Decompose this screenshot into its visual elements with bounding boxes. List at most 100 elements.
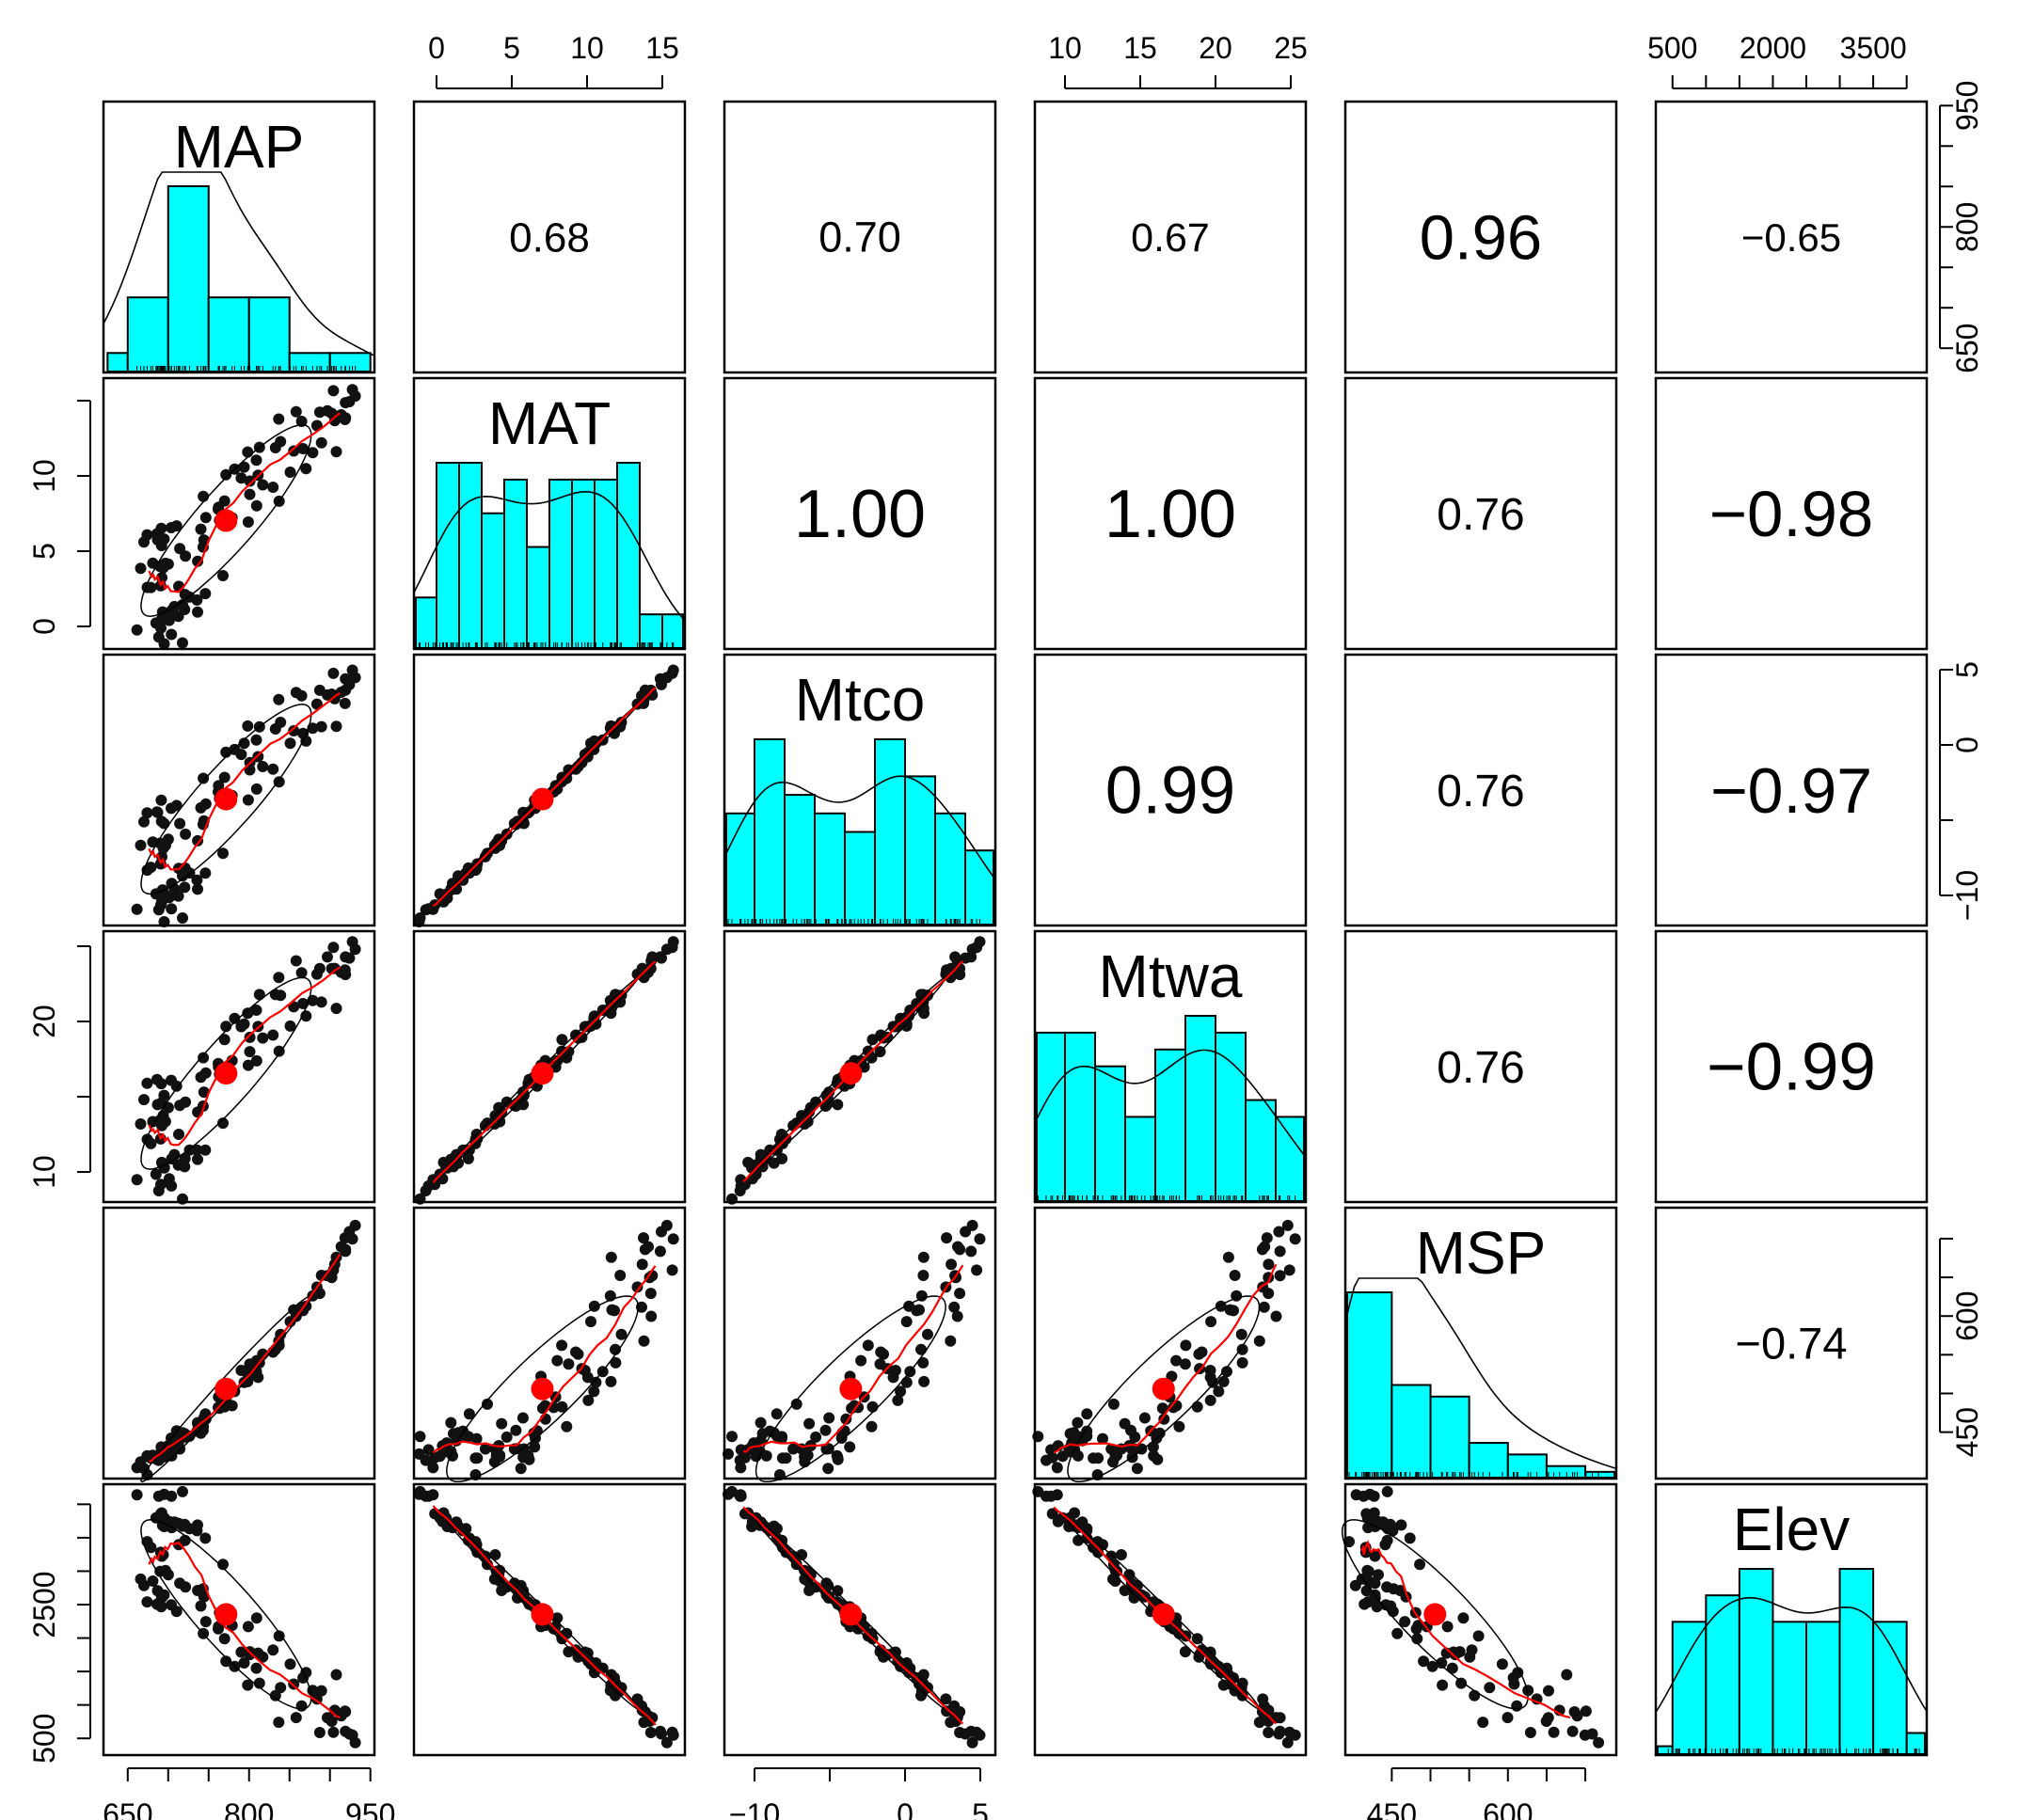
histogram-bar (1772, 1621, 1808, 1756)
scatter-point (1253, 1335, 1265, 1347)
panel-frame (1654, 1206, 1929, 1480)
scatter-point (131, 1489, 143, 1501)
scatter-point (479, 1443, 491, 1455)
tick-label: 0 (1950, 736, 1984, 753)
scatter-point (315, 1685, 327, 1697)
scatter-point (244, 475, 256, 487)
tick-label: 650 (103, 1797, 152, 1820)
histogram-bar (1390, 1384, 1432, 1479)
scatter-point (152, 1185, 165, 1196)
scatter-point (832, 1099, 844, 1111)
panel-frame (412, 100, 687, 374)
histogram-bar (526, 546, 550, 650)
scatter-point (322, 404, 333, 417)
tick-label: 25 (1274, 31, 1308, 65)
scatter-point (275, 717, 287, 728)
histogram-bar (247, 296, 291, 373)
correlation-ellipse (1067, 1295, 1261, 1483)
tick-label: 2000 (1740, 31, 1806, 65)
scatter-point (155, 794, 167, 806)
scatter-point (1125, 1424, 1136, 1436)
variable-label-map: MAP (174, 113, 305, 181)
scatter-point (131, 1174, 143, 1186)
scatter-point (1566, 1725, 1579, 1737)
tick-label: 800 (1950, 202, 1984, 252)
scatter-point (346, 384, 358, 396)
panel-mat-mtwa: 1.00 (1033, 376, 1308, 651)
panel-elev-mtco (723, 1482, 997, 1757)
scatter-point (878, 1032, 889, 1044)
variable-label-mtwa: Mtwa (1099, 942, 1243, 1010)
scatter-point (300, 1667, 312, 1679)
scatter-point (636, 1258, 648, 1271)
correlation-value: 1.00 (1104, 477, 1236, 552)
tick-label: 15 (1123, 31, 1157, 65)
histogram-bar (458, 462, 483, 649)
scatter-point (250, 454, 262, 467)
scatter-point (844, 1441, 856, 1453)
mean-point (215, 1062, 238, 1085)
panel-frame (412, 1482, 687, 1757)
density-curve (723, 775, 996, 880)
tick-label: 10 (1048, 31, 1082, 65)
histogram-bar (1154, 1048, 1186, 1203)
scatter-point (166, 878, 178, 890)
tick-label: −10 (1950, 870, 1984, 921)
mean-point (215, 1603, 238, 1626)
scatter-point (429, 1508, 441, 1520)
tick-label: 3500 (1840, 31, 1907, 65)
scatter-point (1123, 1569, 1136, 1581)
scatter-point (151, 533, 164, 546)
scatter-point (951, 1310, 963, 1322)
scatter-point (229, 1012, 241, 1024)
scatter-point (656, 952, 667, 964)
tick-label: 0 (897, 1797, 914, 1820)
scatter-point (297, 443, 310, 454)
scatter-point (941, 1232, 953, 1244)
scatter-point (462, 1152, 474, 1164)
scatter-point (138, 1094, 150, 1106)
scatter-point (776, 1152, 788, 1164)
scatter-point (1441, 1621, 1454, 1633)
scatter-point (1381, 1534, 1393, 1546)
panel-mtco-map (102, 653, 376, 927)
scatter-point (1543, 1685, 1554, 1697)
scatter-point (242, 516, 254, 528)
scatter-point (887, 1371, 899, 1384)
scatter-point (250, 499, 262, 512)
scatter-point (135, 562, 147, 575)
scatter-point (1170, 1354, 1183, 1367)
scatter-point (174, 1100, 186, 1112)
panel-frame (1654, 1482, 1929, 1757)
scatter-point (135, 1118, 147, 1130)
panel-frame (412, 653, 687, 927)
histogram-bar (964, 849, 994, 926)
scatter-point (267, 1644, 279, 1656)
scatter-point (1215, 1667, 1227, 1679)
panel-frame (412, 376, 687, 651)
mean-point (531, 1062, 554, 1085)
scatter-point (151, 1073, 163, 1085)
panel-mat-mat: MAT (412, 376, 687, 651)
scatter-point (174, 1443, 186, 1455)
scatter-point (1484, 1682, 1496, 1694)
scatter-point (551, 1354, 564, 1367)
histogram-bar (1245, 1099, 1277, 1202)
scatter-point (177, 637, 188, 649)
scatter-point (1548, 1726, 1560, 1738)
scatter-point (614, 1270, 627, 1281)
scatter-point (158, 1162, 170, 1174)
scatter-point (414, 1431, 426, 1443)
scatter-point (191, 593, 203, 606)
correlation-value: 0.96 (1420, 202, 1542, 273)
scatter-point (1371, 1601, 1383, 1613)
panel-map-msp: 0.96 (1343, 100, 1618, 374)
scatter-point (810, 1431, 822, 1443)
panel-map-mat: 0.68 (412, 100, 687, 374)
scatter-point (346, 936, 358, 948)
scatter-point (510, 1424, 522, 1436)
panel-mat-msp: 0.76 (1343, 376, 1618, 651)
histogram-bar (1064, 1031, 1096, 1202)
panel-frame (723, 100, 997, 374)
scatter-point (238, 461, 250, 473)
